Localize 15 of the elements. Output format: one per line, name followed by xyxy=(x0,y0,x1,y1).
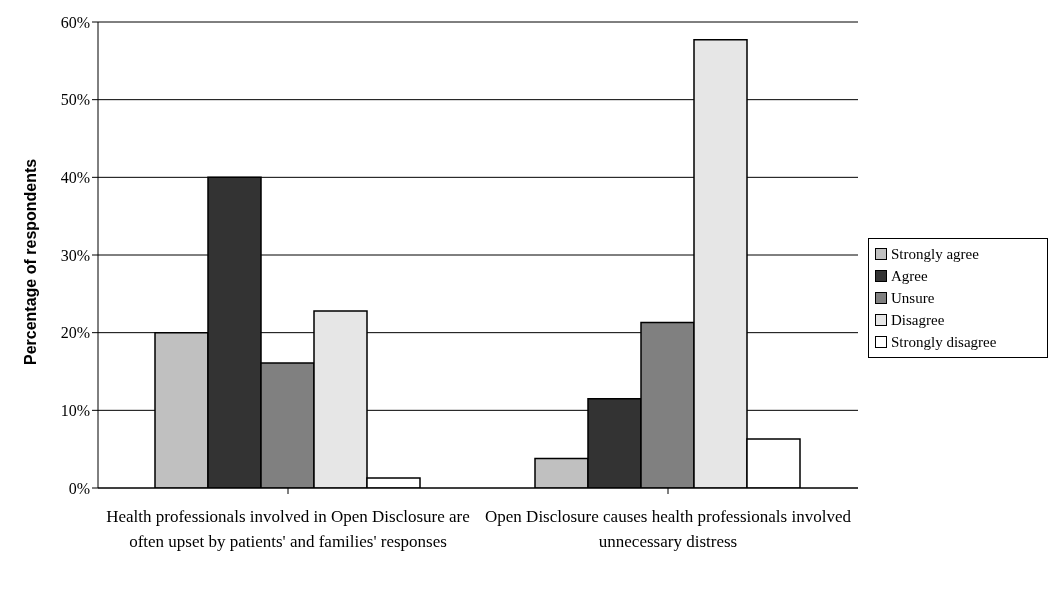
y-tick-label: 20% xyxy=(60,324,90,342)
legend-label: Strongly agree xyxy=(891,245,979,263)
y-axis-title: Percentage of respondents xyxy=(21,158,39,365)
legend-label: Agree xyxy=(891,267,928,285)
y-tick-label: 50% xyxy=(60,91,90,109)
legend-label: Strongly disagree xyxy=(891,333,997,351)
legend-label: Disagree xyxy=(891,311,945,329)
y-tick-label: 30% xyxy=(60,246,90,264)
y-tick-label: 40% xyxy=(60,169,90,187)
y-tick-label: 10% xyxy=(60,402,90,420)
y-tick-label: 0% xyxy=(68,479,90,497)
x-tick-label: Open Disclosure causes health professionals involved unnecessary distress xyxy=(485,507,852,552)
y-tick-label: 60% xyxy=(60,13,90,31)
x-tick-label: Health professionals involved in Open Disclosure are often upset by patients' and families' responses xyxy=(106,507,470,552)
legend-label: Unsure xyxy=(891,289,935,307)
